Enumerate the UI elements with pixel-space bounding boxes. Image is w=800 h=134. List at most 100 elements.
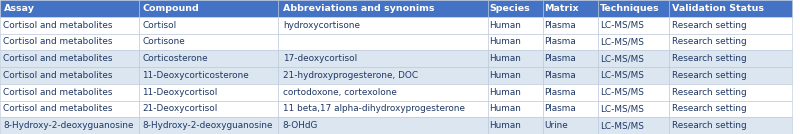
- Bar: [0, 84, 139, 100]
- Text: 17-deoxycortisol: 17-deoxycortisol: [283, 54, 357, 63]
- Bar: [0, 67, 139, 84]
- Bar: [139, 34, 278, 50]
- Text: Cortisone: Cortisone: [142, 37, 185, 46]
- Text: LC-MS/MS: LC-MS/MS: [600, 54, 644, 63]
- Bar: [542, 17, 598, 34]
- Text: Human: Human: [489, 71, 521, 80]
- Text: Plasma: Plasma: [544, 71, 576, 80]
- Text: Plasma: Plasma: [544, 104, 576, 113]
- Bar: [278, 100, 487, 117]
- Bar: [0, 34, 139, 50]
- Bar: [542, 84, 598, 100]
- Text: Cortisol and metabolites: Cortisol and metabolites: [3, 88, 113, 97]
- Bar: [542, 100, 598, 117]
- Bar: [669, 100, 791, 117]
- Text: LC-MS/MS: LC-MS/MS: [600, 121, 644, 130]
- Bar: [487, 67, 542, 84]
- Bar: [487, 34, 542, 50]
- Bar: [669, 50, 791, 67]
- Bar: [0, 100, 139, 117]
- Text: Human: Human: [489, 21, 521, 30]
- Text: Validation Status: Validation Status: [672, 4, 764, 13]
- Text: Research setting: Research setting: [672, 21, 747, 30]
- Text: 8-Hydroxy-2-deoxyguanosine: 8-Hydroxy-2-deoxyguanosine: [3, 121, 134, 130]
- Bar: [487, 100, 542, 117]
- Bar: [598, 0, 669, 17]
- Text: Cortisol and metabolites: Cortisol and metabolites: [3, 37, 113, 46]
- Text: Research setting: Research setting: [672, 37, 747, 46]
- Text: Matrix: Matrix: [544, 4, 579, 13]
- Text: Research setting: Research setting: [672, 121, 747, 130]
- Text: Cortisol and metabolites: Cortisol and metabolites: [3, 104, 113, 113]
- Text: 8-Hydroxy-2-deoxyguanosine: 8-Hydroxy-2-deoxyguanosine: [142, 121, 273, 130]
- Bar: [542, 117, 598, 134]
- Bar: [139, 50, 278, 67]
- Text: 21-hydroxyprogesterone, DOC: 21-hydroxyprogesterone, DOC: [283, 71, 418, 80]
- Bar: [598, 67, 669, 84]
- Text: Research setting: Research setting: [672, 71, 747, 80]
- Text: Techniques: Techniques: [600, 4, 659, 13]
- Bar: [487, 17, 542, 34]
- Bar: [139, 84, 278, 100]
- Text: Cortisol and metabolites: Cortisol and metabolites: [3, 21, 113, 30]
- Bar: [669, 84, 791, 100]
- Text: hydroxycortisone: hydroxycortisone: [283, 21, 360, 30]
- Bar: [0, 50, 139, 67]
- Bar: [139, 117, 278, 134]
- Text: Human: Human: [489, 104, 521, 113]
- Bar: [139, 67, 278, 84]
- Text: Cortisol: Cortisol: [142, 21, 176, 30]
- Text: 11 beta,17 alpha-dihydroxyprogesterone: 11 beta,17 alpha-dihydroxyprogesterone: [283, 104, 465, 113]
- Bar: [139, 100, 278, 117]
- Bar: [598, 84, 669, 100]
- Bar: [278, 117, 487, 134]
- Bar: [139, 0, 278, 17]
- Text: LC-MS/MS: LC-MS/MS: [600, 104, 644, 113]
- Bar: [278, 84, 487, 100]
- Text: LC-MS/MS: LC-MS/MS: [600, 37, 644, 46]
- Bar: [669, 67, 791, 84]
- Text: Plasma: Plasma: [544, 37, 576, 46]
- Bar: [0, 117, 139, 134]
- Bar: [487, 50, 542, 67]
- Bar: [542, 0, 598, 17]
- Text: LC-MS/MS: LC-MS/MS: [600, 21, 644, 30]
- Bar: [278, 17, 487, 34]
- Text: Human: Human: [489, 88, 521, 97]
- Bar: [487, 117, 542, 134]
- Text: Research setting: Research setting: [672, 54, 747, 63]
- Text: 21-Deoxycortisol: 21-Deoxycortisol: [142, 104, 218, 113]
- Bar: [542, 34, 598, 50]
- Text: Plasma: Plasma: [544, 21, 576, 30]
- Text: cortodoxone, cortexolone: cortodoxone, cortexolone: [283, 88, 397, 97]
- Bar: [0, 17, 139, 34]
- Bar: [487, 84, 542, 100]
- Text: Cortisol and metabolites: Cortisol and metabolites: [3, 71, 113, 80]
- Bar: [598, 50, 669, 67]
- Text: Human: Human: [489, 121, 521, 130]
- Bar: [278, 34, 487, 50]
- Bar: [669, 0, 791, 17]
- Text: LC-MS/MS: LC-MS/MS: [600, 71, 644, 80]
- Text: Urine: Urine: [544, 121, 568, 130]
- Text: Human: Human: [489, 54, 521, 63]
- Text: LC-MS/MS: LC-MS/MS: [600, 88, 644, 97]
- Bar: [598, 117, 669, 134]
- Text: Research setting: Research setting: [672, 104, 747, 113]
- Text: 11-Deoxycortisol: 11-Deoxycortisol: [142, 88, 218, 97]
- Text: 8-OHdG: 8-OHdG: [283, 121, 318, 130]
- Text: Research setting: Research setting: [672, 88, 747, 97]
- Bar: [278, 50, 487, 67]
- Bar: [139, 17, 278, 34]
- Bar: [278, 67, 487, 84]
- Text: Species: Species: [489, 4, 530, 13]
- Text: Plasma: Plasma: [544, 54, 576, 63]
- Bar: [598, 17, 669, 34]
- Bar: [278, 0, 487, 17]
- Bar: [598, 100, 669, 117]
- Text: Corticosterone: Corticosterone: [142, 54, 208, 63]
- Bar: [669, 34, 791, 50]
- Bar: [669, 17, 791, 34]
- Text: Human: Human: [489, 37, 521, 46]
- Bar: [598, 34, 669, 50]
